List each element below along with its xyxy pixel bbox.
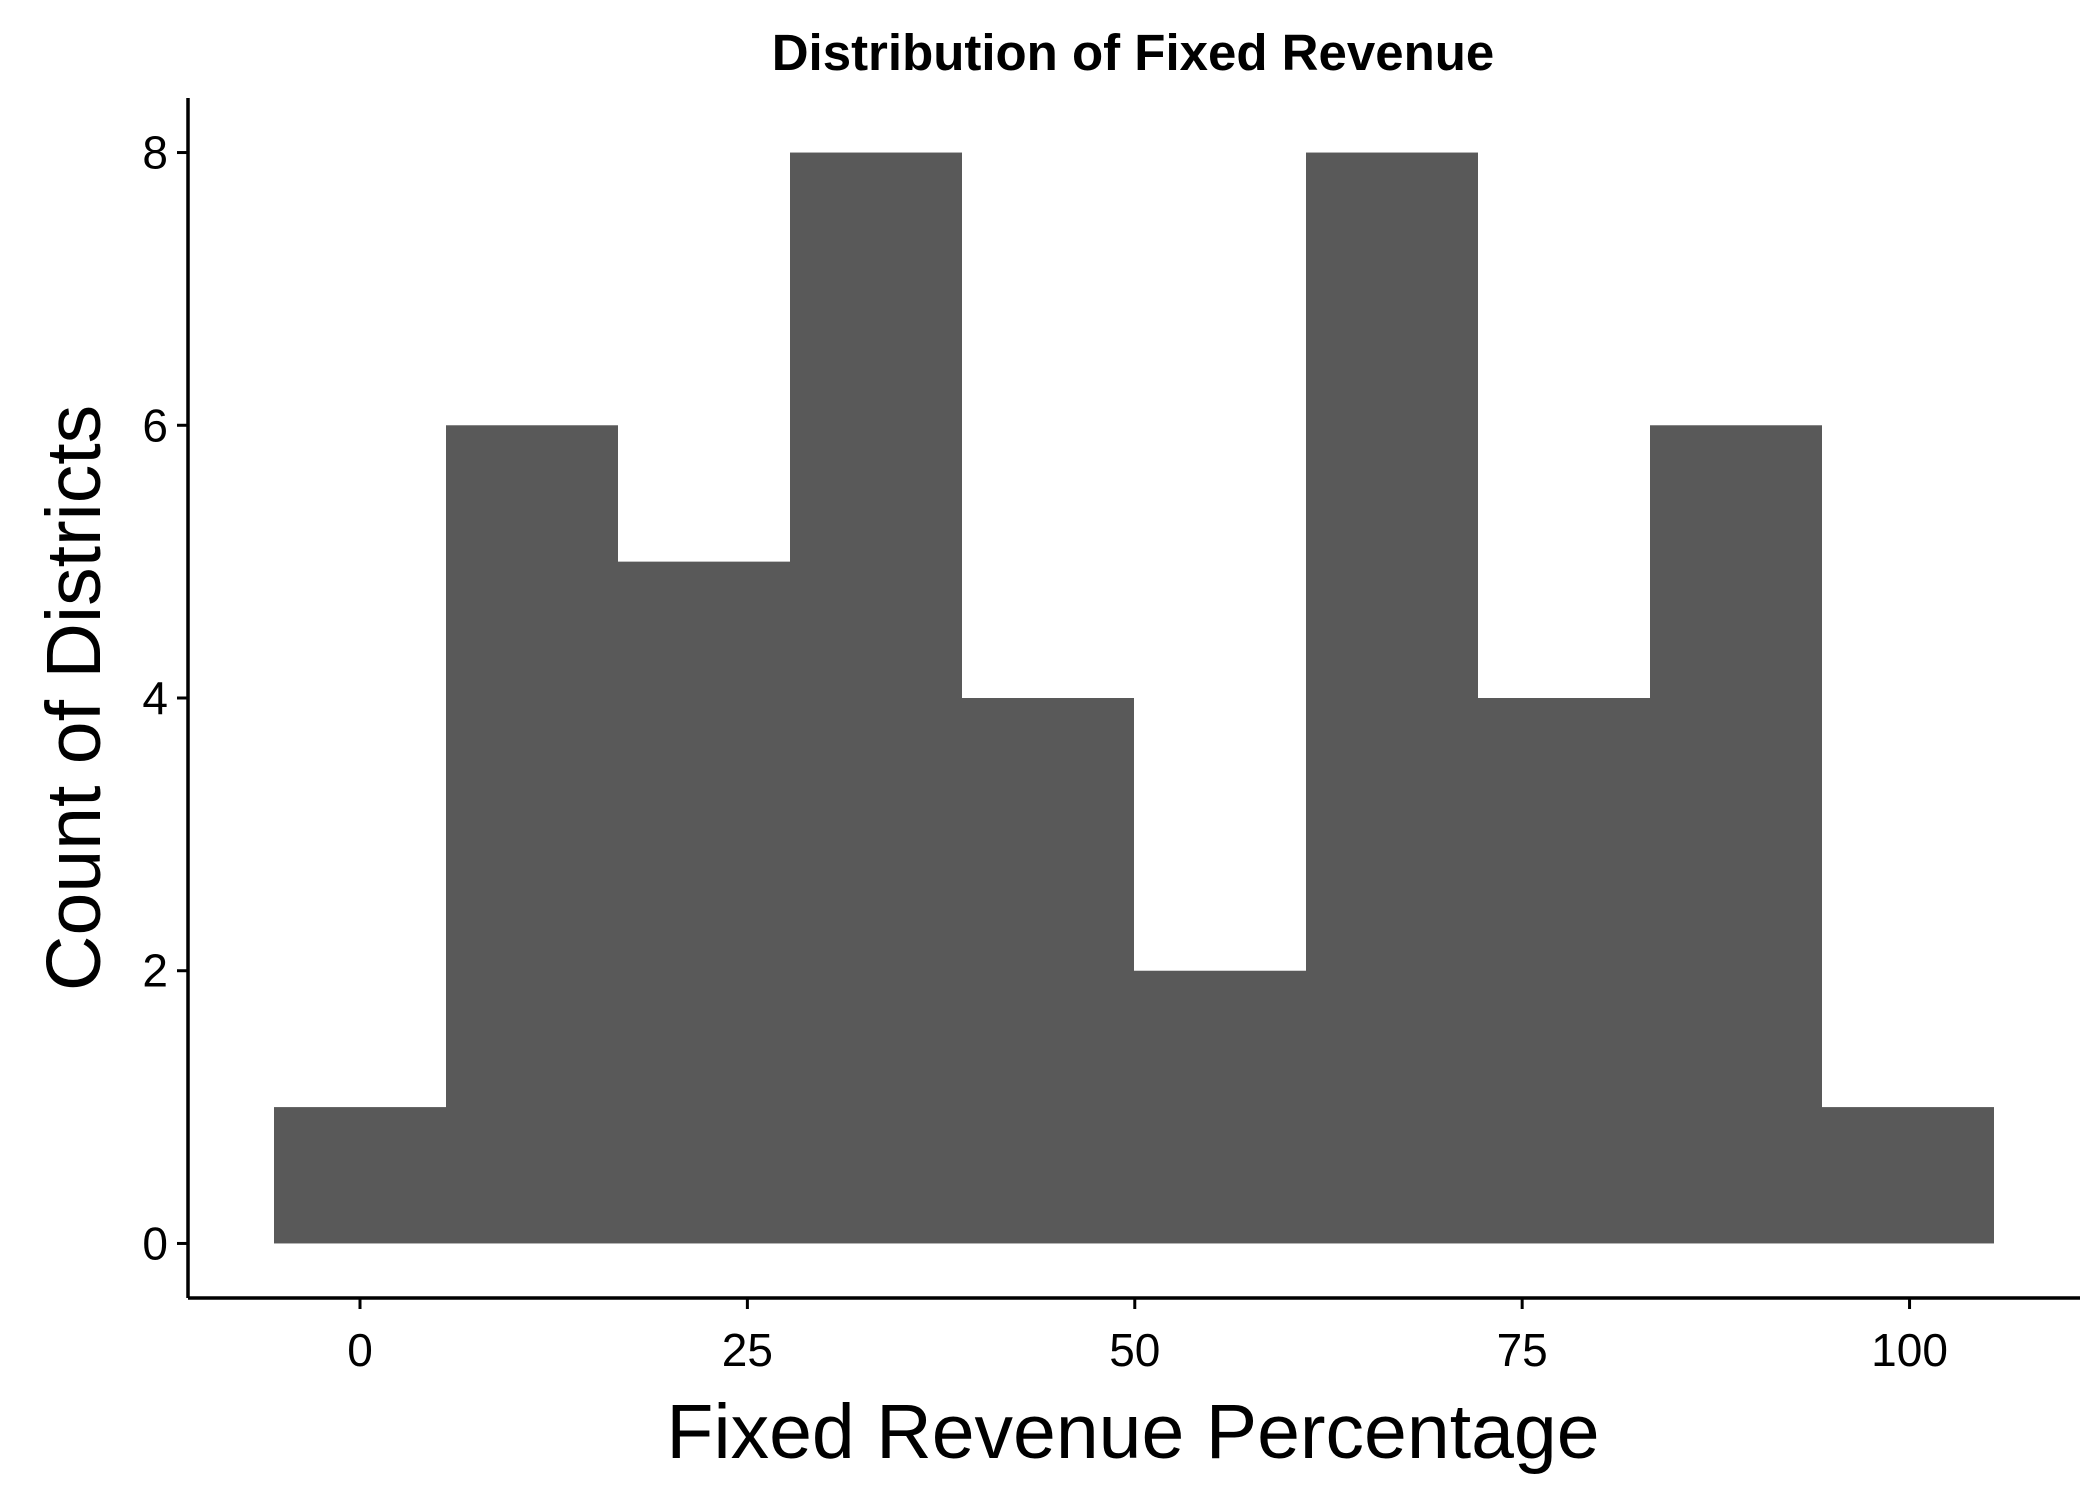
histogram-bar-8 <box>1478 698 1650 1244</box>
histogram-bar-1 <box>274 1107 446 1244</box>
chart-title: Distribution of Fixed Revenue <box>772 24 1495 81</box>
histogram-bar-10 <box>1822 1107 1994 1244</box>
y-tick-label: 0 <box>142 1217 168 1269</box>
histogram-bar-3 <box>618 561 790 1244</box>
x-tick-label: 75 <box>1497 1324 1548 1376</box>
x-tick-label: 0 <box>347 1324 373 1376</box>
x-axis-ticks: 0 25 50 75 100 <box>347 1298 1948 1376</box>
y-tick-label: 6 <box>142 399 168 451</box>
y-tick-label: 8 <box>142 127 168 179</box>
y-tick-label: 4 <box>142 672 168 724</box>
histogram-bar-2 <box>446 425 618 1244</box>
y-tick-label: 2 <box>142 945 168 997</box>
x-axis-label: Fixed Revenue Percentage <box>666 1389 1599 1475</box>
histogram-bar-4 <box>790 152 962 1244</box>
histogram-bar-9 <box>1650 425 1822 1244</box>
y-axis-label: Count of Districts <box>31 405 117 991</box>
bars-group <box>274 152 1994 1244</box>
histogram-bar-5 <box>962 698 1134 1244</box>
x-tick-label: 25 <box>722 1324 773 1376</box>
y-axis-ticks: 0 2 4 6 8 <box>142 127 188 1269</box>
histogram-bar-7 <box>1306 152 1478 1244</box>
x-tick-label: 50 <box>1109 1324 1160 1376</box>
histogram-bar-6 <box>1134 970 1306 1244</box>
x-tick-label: 100 <box>1871 1324 1948 1376</box>
